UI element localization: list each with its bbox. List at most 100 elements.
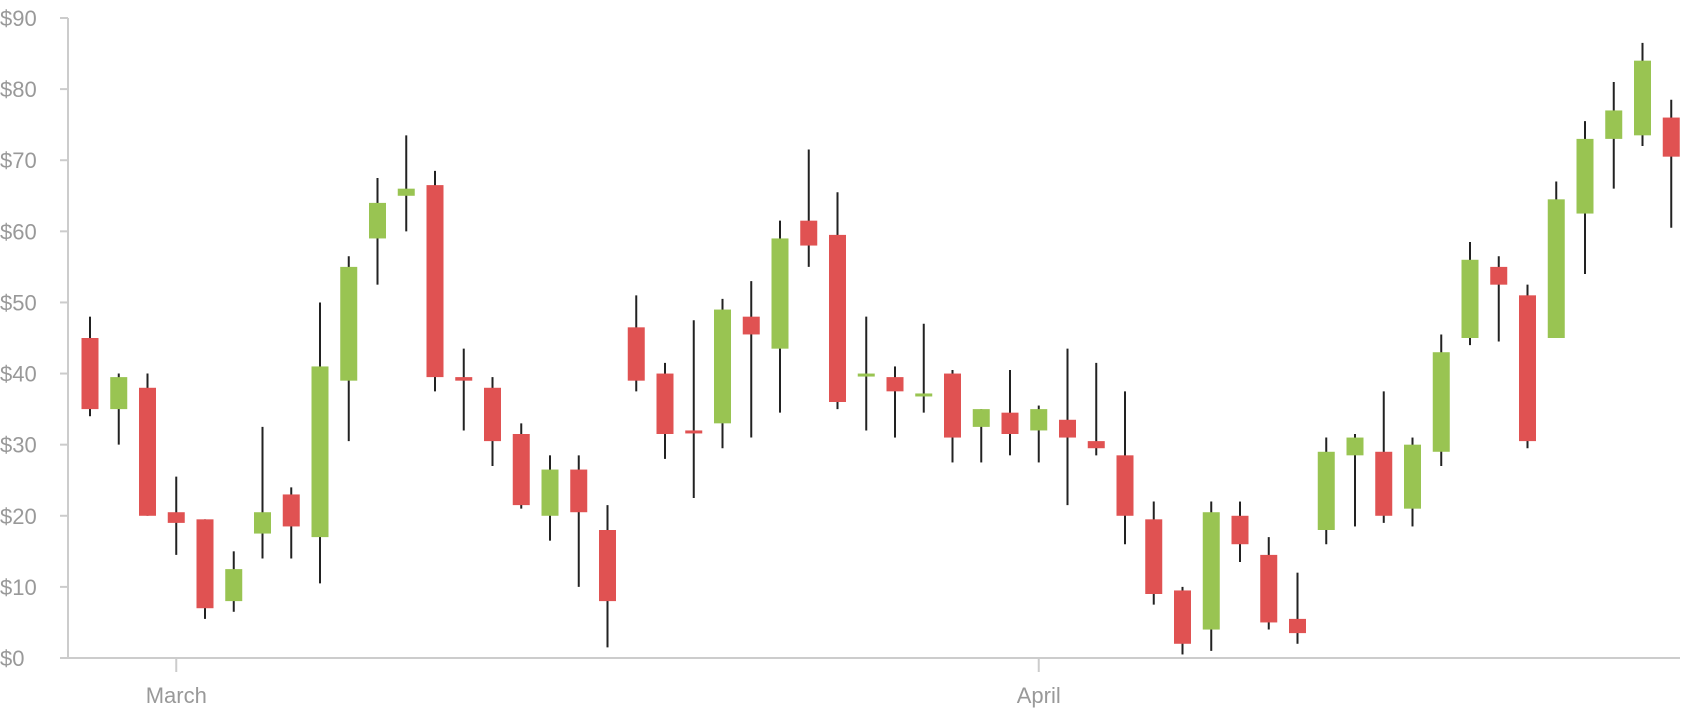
candle-body-up — [972, 409, 990, 427]
candle — [685, 320, 703, 498]
candle — [1260, 537, 1278, 630]
candle — [455, 348, 473, 431]
candle-body-down — [81, 338, 99, 410]
candle-body-down — [944, 373, 961, 438]
candle-body-up — [1605, 110, 1623, 139]
candle-body-up — [714, 309, 731, 424]
candle — [857, 316, 875, 431]
candle — [1576, 121, 1594, 274]
candle — [1059, 348, 1076, 506]
candle-body-down — [1662, 117, 1680, 157]
candle — [1404, 437, 1421, 527]
candle — [972, 409, 990, 463]
candle-body-up — [225, 569, 243, 602]
candle-body-down — [282, 494, 300, 527]
candle-body-up — [915, 393, 933, 397]
candle — [512, 423, 530, 509]
candle-body-up — [110, 377, 128, 410]
candle — [1087, 362, 1105, 456]
candle-body-up — [1317, 451, 1335, 530]
candle-body-up — [1202, 512, 1220, 630]
candle-body-down — [570, 469, 588, 513]
candle — [1289, 572, 1306, 644]
y-tick-label: $0 — [0, 646, 24, 671]
candle-body-down — [1001, 412, 1019, 434]
candle — [627, 295, 645, 392]
candle — [1662, 99, 1680, 228]
candle — [1145, 501, 1163, 605]
candle-body-up — [340, 266, 358, 381]
candle — [484, 377, 501, 466]
candle — [771, 220, 789, 413]
candle-body-up — [857, 373, 875, 377]
candle — [225, 551, 243, 612]
candle — [656, 362, 674, 459]
y-tick-label: $50 — [0, 290, 37, 315]
candle — [369, 178, 386, 285]
candle-body-down — [886, 377, 904, 392]
candle-body-down — [742, 316, 760, 335]
candle — [1317, 437, 1335, 545]
candle-body-down — [512, 434, 530, 506]
y-tick-label: $30 — [0, 433, 37, 458]
candle — [1605, 82, 1623, 189]
candle-body-down — [1145, 519, 1163, 594]
candle-body-up — [771, 238, 789, 349]
candle-body-down — [627, 327, 645, 381]
candle-body-down — [1087, 441, 1105, 449]
candle-body-down — [1174, 590, 1191, 644]
x-tick-label: March — [146, 683, 207, 708]
candle-body-down — [167, 512, 185, 523]
candle — [1375, 391, 1393, 523]
candle — [340, 256, 358, 442]
candle — [1461, 242, 1479, 346]
candles-group — [81, 42, 1680, 655]
candle — [1634, 42, 1651, 146]
candle-body-up — [1547, 199, 1565, 338]
y-tick-label: $40 — [0, 362, 37, 387]
candle-body-down — [1059, 419, 1076, 438]
candle — [915, 323, 933, 413]
candle-body-down — [426, 185, 444, 378]
candle — [944, 370, 961, 463]
candle — [1174, 586, 1191, 655]
candle-body-down — [685, 430, 703, 434]
candle — [110, 373, 128, 445]
candle-body-down — [1375, 451, 1393, 516]
candle-body-up — [311, 366, 329, 538]
candle-body-down — [1260, 554, 1278, 623]
candle-body-down — [139, 387, 156, 516]
candle-body-down — [484, 387, 501, 442]
candle — [139, 373, 156, 516]
candle-body-up — [1432, 352, 1450, 452]
candle-body-up — [1346, 437, 1364, 456]
candle — [570, 455, 588, 587]
candle — [426, 170, 444, 392]
candle-body-up — [1576, 138, 1594, 214]
y-tick-label: $70 — [0, 148, 37, 173]
candle — [1231, 501, 1249, 562]
candle-body-down — [656, 373, 674, 434]
candle-body-up — [1461, 259, 1479, 338]
y-tick-label: $80 — [0, 77, 37, 102]
candle — [1030, 405, 1048, 463]
candle-body-up — [1404, 444, 1421, 509]
candle — [1547, 181, 1565, 338]
candle — [886, 366, 904, 438]
x-tick-label: April — [1017, 683, 1061, 708]
candle — [1202, 501, 1220, 651]
candle-body-up — [1634, 60, 1651, 136]
y-tick-label: $20 — [0, 504, 37, 529]
candle-body-up — [541, 469, 559, 516]
candle-body-down — [196, 519, 214, 609]
candle — [1346, 434, 1364, 527]
candle — [800, 149, 818, 267]
candle — [311, 302, 329, 584]
y-tick-label: $10 — [0, 575, 37, 600]
candle — [1490, 256, 1508, 342]
candle-body-down — [1490, 266, 1508, 285]
candle — [599, 505, 616, 648]
candle-body-down — [599, 530, 616, 602]
candle-body-up — [254, 512, 271, 534]
